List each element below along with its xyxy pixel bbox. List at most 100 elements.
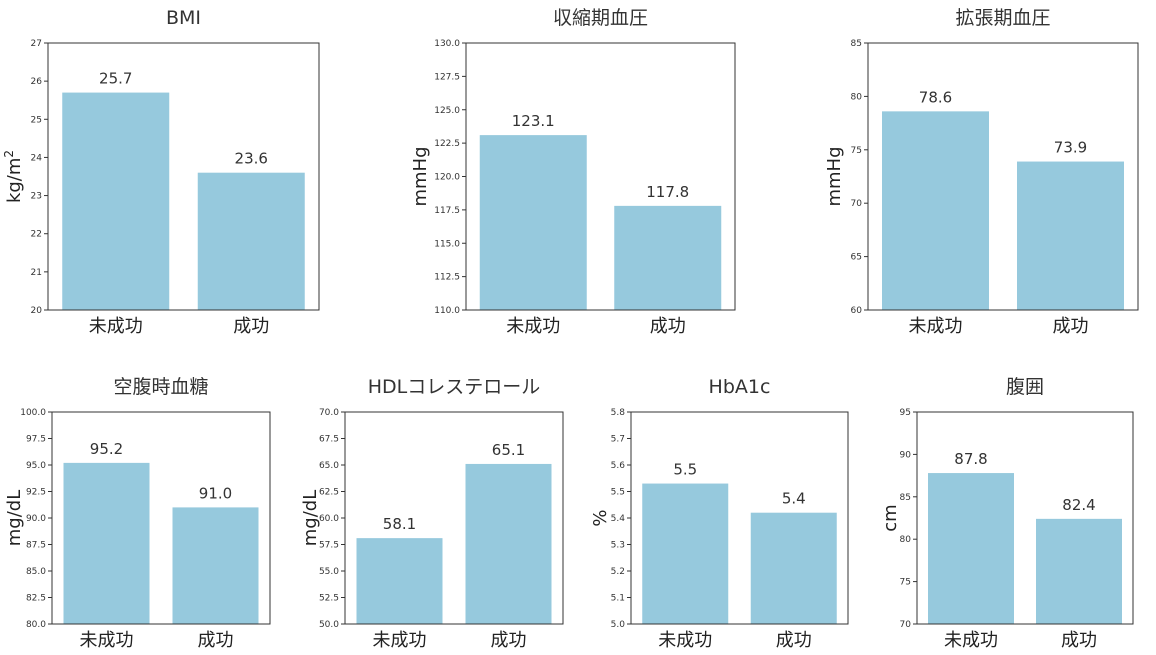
bar: [356, 538, 443, 624]
category-label: 成功: [650, 316, 686, 337]
y-tick-label: 75: [900, 578, 911, 588]
y-axis-label-text: mg/dL: [300, 490, 321, 546]
y-tick-label: 22: [31, 230, 42, 240]
bar: [1036, 518, 1122, 624]
bar: [1017, 161, 1124, 310]
y-axis-label-text: kg/m: [4, 158, 25, 203]
plot-frame: [916, 411, 1134, 625]
category-label: 成功: [491, 630, 527, 651]
y-tick-label: 100.0: [20, 408, 46, 418]
y-tick-label: 127.5: [434, 72, 460, 82]
y-axis-label-text: mmHg: [824, 146, 845, 206]
bar-value-label: 58.1: [383, 515, 416, 533]
y-tick-label: 5.6: [611, 461, 626, 471]
y-axis-label-text: mmHg: [410, 146, 431, 206]
bar-value-label: 23.6: [235, 150, 268, 168]
y-tick-label: 65.0: [319, 461, 339, 471]
y-tick-label: 26: [31, 77, 43, 87]
plot-frame: [344, 411, 564, 625]
category-label: 未成功: [658, 630, 712, 651]
y-tick-label: 90: [900, 450, 912, 460]
category-label: 未成功: [944, 630, 998, 651]
y-tick-label: 67.5: [319, 435, 339, 445]
y-tick-label: 23: [31, 192, 42, 202]
y-tick-label: 5.3: [611, 541, 625, 551]
y-tick-label: 5.8: [611, 408, 626, 418]
y-tick-label: 5.0: [611, 620, 626, 630]
bar: [62, 92, 170, 310]
y-tick-label: 55.0: [319, 567, 339, 577]
chart-title: 空腹時血糖: [113, 376, 208, 398]
y-tick-label: 125.0: [434, 106, 460, 116]
y-tick-label: 70.0: [319, 408, 339, 418]
y-tick-label: 5.2: [611, 567, 625, 577]
y-tick-label: 130.0: [434, 39, 460, 49]
y-tick-label: 70: [851, 199, 863, 209]
y-tick-label: 21: [31, 268, 42, 278]
category-label: 未成功: [373, 630, 427, 651]
chart-2: 収縮期血圧 123.1 未成功 117.8 成功 110.0 112.5 115.0 117.5…: [410, 7, 736, 337]
category-label: 成功: [776, 630, 812, 651]
y-tick-label: 95.0: [26, 461, 46, 471]
chart-title: HbA1c: [709, 376, 771, 398]
bar-value-label: 87.8: [954, 450, 987, 468]
plot-frame: [630, 411, 849, 625]
category-label: 成功: [1061, 630, 1097, 651]
plot-frame: [867, 42, 1139, 311]
y-axis-label-text: %: [590, 509, 611, 526]
y-tick-label: 85: [900, 493, 911, 503]
y-tick-label: 75: [851, 146, 862, 156]
plot-frame: [51, 411, 271, 625]
chart-title: 収縮期血圧: [553, 7, 648, 29]
y-tick-label: 65: [851, 253, 862, 263]
category-label: 成功: [198, 630, 234, 651]
bar: [479, 135, 587, 310]
y-axis-label: %: [590, 509, 611, 526]
chart-title: HDLコレステロール: [368, 376, 541, 398]
y-tick-label: 27: [31, 39, 42, 49]
y-tick-label: 52.5: [319, 594, 339, 604]
y-axis-label: cm: [880, 504, 901, 531]
bar: [197, 172, 305, 310]
y-tick-label: 117.5: [434, 206, 460, 216]
chart-3: 拡張期血圧 78.6 未成功 73.9 成功 60 65 70 75 80 85 mmHg: [824, 7, 1139, 337]
y-tick-label: 25: [31, 115, 42, 125]
y-axis-label: mg/dL: [300, 490, 321, 546]
y-tick-label: 92.5: [26, 488, 46, 498]
y-tick-label: 120.0: [434, 173, 460, 183]
y-tick-label: 60: [851, 306, 863, 316]
bar-value-label: 95.2: [90, 440, 123, 458]
y-tick-label: 62.5: [319, 488, 339, 498]
bar: [63, 462, 150, 624]
y-tick-label: 97.5: [26, 435, 46, 445]
y-tick-label: 122.5: [434, 139, 460, 149]
y-axis-label: mg/dL: [4, 490, 25, 546]
bar-value-label: 123.1: [512, 112, 555, 130]
bar-value-label: 117.8: [646, 183, 689, 201]
bar: [882, 111, 989, 311]
bar-value-label: 78.6: [919, 88, 952, 106]
bar-value-label: 5.5: [673, 461, 697, 479]
chart-title: 腹囲: [1006, 376, 1044, 398]
y-tick-label: 80: [900, 535, 912, 545]
bar-value-label: 73.9: [1054, 139, 1087, 157]
chart-title: BMI: [166, 7, 201, 29]
y-tick-label: 82.5: [26, 594, 46, 604]
y-tick-label: 57.5: [319, 541, 339, 551]
y-tick-label: 5.5: [611, 488, 625, 498]
y-tick-label: 115.0: [434, 239, 460, 249]
y-axis-label-text: cm: [880, 504, 901, 531]
y-tick-label: 80.0: [26, 620, 46, 630]
category-label: 未成功: [909, 316, 963, 337]
y-tick-label: 112.5: [434, 273, 460, 283]
chart-1: BMI 25.7 未成功 23.6 成功 20 21 22 23 24 25 26 27 kg/m2: [2, 7, 320, 337]
y-tick-label: 85: [851, 39, 862, 49]
y-tick-label: 5.1: [611, 594, 625, 604]
y-tick-label: 85.0: [26, 567, 46, 577]
chart-5: HDLコレステロール 58.1 未成功 65.1 成功 50.0 52.5 55.0 57.5 6…: [300, 376, 564, 651]
y-axis-label: mmHg: [824, 146, 845, 206]
bar: [614, 205, 722, 310]
bar: [750, 512, 837, 624]
category-label: 未成功: [89, 316, 143, 337]
